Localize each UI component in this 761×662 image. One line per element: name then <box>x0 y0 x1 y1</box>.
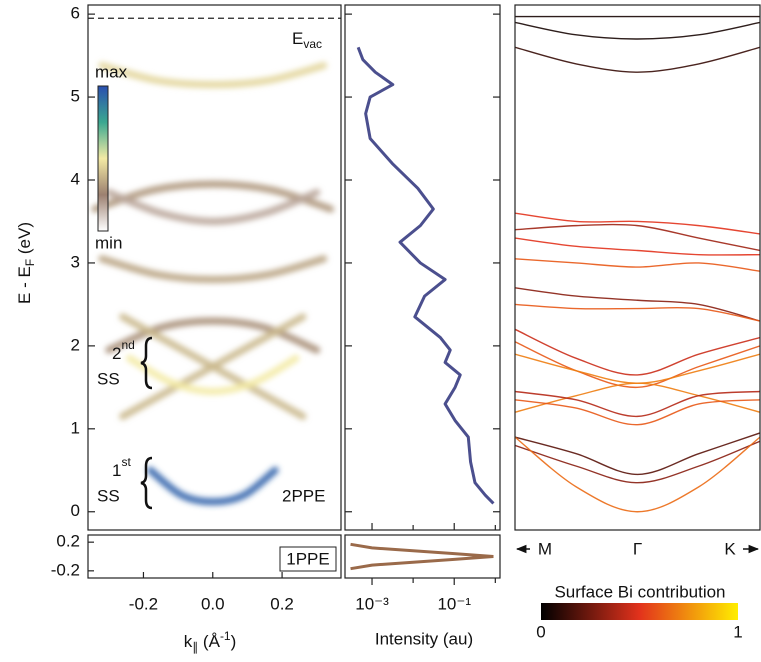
inset-curve <box>350 542 494 558</box>
band <box>515 46 760 73</box>
band-feature <box>98 255 328 284</box>
text-part: (Å <box>198 632 220 651</box>
curve-frame <box>344 4 501 531</box>
k-point-label: K <box>724 539 736 558</box>
band <box>515 303 760 322</box>
brace <box>140 456 153 510</box>
inset-curve <box>350 555 494 571</box>
text-part: E <box>292 29 303 48</box>
second-ss-label: SS <box>97 369 120 388</box>
band <box>515 341 760 389</box>
band <box>515 237 760 256</box>
band-feature <box>126 354 300 395</box>
k-point-label: M <box>538 539 552 558</box>
text-part: 1 <box>112 461 121 480</box>
band-feature <box>119 313 307 420</box>
band-feature <box>105 188 321 225</box>
y-tick-label: 4 <box>71 169 80 188</box>
x-axis-label: k∥ (Å-1) <box>184 629 237 654</box>
inset-label-box <box>279 546 337 572</box>
text-part: nd <box>121 338 134 352</box>
band <box>515 258 760 272</box>
text-part: F <box>23 259 37 266</box>
inset-label: 1PPE <box>286 549 329 568</box>
colorbar-min: min <box>95 233 122 252</box>
x-tick-label: 10⁻¹ <box>437 594 471 613</box>
intensity-curve <box>356 46 495 505</box>
map-colorbar <box>97 85 109 232</box>
first-ss-label: 1st <box>112 455 131 480</box>
x-tick-label: 0.0 <box>201 594 225 613</box>
text-part: 2 <box>112 344 121 363</box>
intensity-map <box>91 62 335 506</box>
bands <box>515 15 760 513</box>
y-tick-label: 1 <box>71 418 80 437</box>
band <box>515 390 760 418</box>
second-ss-label: 2nd <box>112 338 135 363</box>
k-point-label: Γ <box>633 539 642 558</box>
band-feature <box>91 180 335 213</box>
text-part: st <box>121 455 131 469</box>
text-part: vac <box>303 37 322 51</box>
inset-y-tick-label: 0.2 <box>56 532 80 551</box>
band <box>515 436 760 513</box>
band-feature <box>146 466 279 506</box>
x-axis-label: Intensity (au) <box>375 629 473 648</box>
x-tick-label: 0.2 <box>270 594 294 613</box>
y-tick-label: 0 <box>71 501 80 520</box>
x-tick-label: -0.2 <box>129 594 158 613</box>
y-tick-label: 2 <box>71 335 80 354</box>
band <box>515 432 760 476</box>
band <box>515 223 760 252</box>
band <box>515 287 760 322</box>
text-part: ∥ <box>192 640 198 654</box>
mode-label: 2PPE <box>282 486 325 505</box>
band-feature <box>105 317 321 354</box>
inset-frame <box>87 534 342 579</box>
colorbar-max: max <box>95 62 128 81</box>
colorbar-tick-label: 1 <box>733 622 742 641</box>
inset-frame <box>344 534 501 579</box>
band-feature <box>98 62 328 89</box>
band <box>515 382 760 413</box>
y-tick-label: 3 <box>71 252 80 271</box>
band <box>515 328 760 376</box>
band <box>515 399 760 426</box>
text-part: -1 <box>220 629 231 643</box>
text-part: k <box>184 632 193 651</box>
y-axis-label: E - EF (eV) <box>15 222 37 304</box>
y-tick-label: 5 <box>71 87 80 106</box>
band <box>515 212 760 235</box>
x-tick-label: 10⁻³ <box>355 594 389 613</box>
brace <box>140 336 153 390</box>
y-tick-label: 6 <box>71 4 80 23</box>
vacuum-label: Evac <box>292 29 322 51</box>
band <box>515 21 760 40</box>
map-frame <box>87 4 342 531</box>
text-part: E - E <box>15 266 34 304</box>
first-ss-label: SS <box>97 486 120 505</box>
band-frame <box>514 4 761 531</box>
text-part: (eV) <box>15 222 34 259</box>
text-part: ) <box>231 632 237 651</box>
colorbar-title: Surface Bi contribution <box>554 582 725 601</box>
band-colorbar <box>541 603 738 620</box>
band <box>515 440 760 484</box>
colorbar-tick-label: 0 <box>536 622 545 641</box>
inset-y-tick-label: -0.2 <box>51 560 80 579</box>
